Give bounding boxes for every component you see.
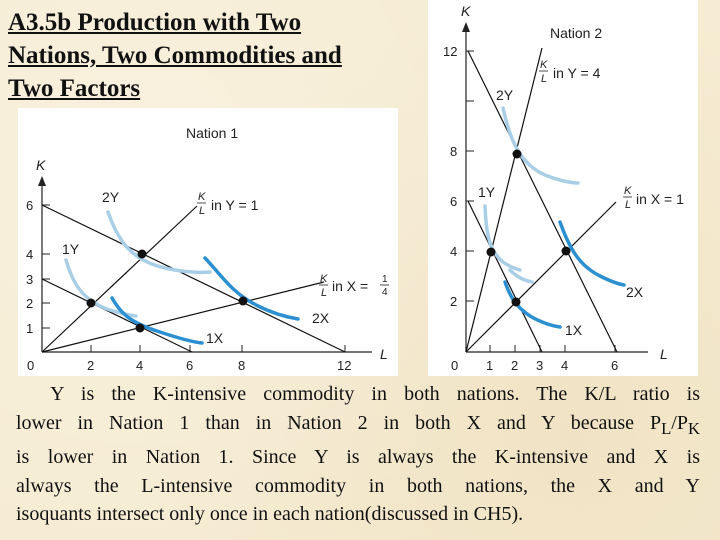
nation1-panel-background [18, 108, 398, 376]
caption-subscript: K [687, 418, 700, 438]
nation2-label-2x: 2X [626, 284, 644, 300]
nation2-label-1x: 1X [565, 322, 583, 338]
nation2-point [512, 149, 522, 159]
nation2-ray-y-label: in Y = 4 [553, 65, 601, 81]
slide-title-line: Two Factors [8, 75, 141, 102]
nation2-isocost-high [467, 50, 618, 353]
nation1-ray-y-label: in Y = 1 [211, 197, 259, 213]
nation1-isoquant-1y [64, 258, 138, 318]
nation1-ray-x-frac-den: L [321, 287, 327, 299]
slide-title: A3.5b Production with Two Nations, Two C… [8, 6, 428, 105]
caption-text: lower in Nation 1 than in Nation 2 in bo… [16, 411, 662, 434]
nation1-ray-y-frac-num: K [198, 191, 206, 203]
caption-line: Y is the K-intensive commodity in both n… [16, 380, 700, 409]
nation2-x-tick-label: 6 [611, 358, 618, 373]
caption-line: always the L-intensive commodity in both… [16, 474, 700, 497]
caption-text: Y is the K-intensive commodity in both n… [50, 383, 700, 405]
slide-caption: Y is the K-intensive commodity in both n… [16, 380, 700, 529]
nation2-y-tick-label: 8 [450, 144, 457, 159]
nation2-title: Nation 2 [550, 25, 602, 41]
nation1-x-tick-label: 0 [27, 358, 34, 373]
nation2-y-tick-label: 12 [443, 44, 457, 59]
nation1-point [135, 323, 145, 333]
nation1-isocost-low [41, 278, 193, 353]
nation2-ray-y-frac-den: L [541, 73, 547, 85]
nation2-ray-x [465, 201, 617, 353]
nation1-y-tick-label: 1 [26, 321, 33, 336]
nation2-isoquant-2x [558, 220, 626, 287]
nation1-point [137, 249, 147, 259]
nation1-label-1x: 1X [206, 330, 224, 346]
nation1-y-axis-arrow [38, 176, 46, 186]
nation2-x-tick-label: 1 [486, 358, 493, 373]
nation2-x-tick-label: 2 [511, 358, 518, 373]
nation2-y-tick-label: 2 [450, 294, 457, 309]
nation2-y-tick-label: 6 [450, 194, 457, 209]
nation1-y-tick-label: 6 [26, 198, 33, 213]
nation2-x-axis-label: L [660, 346, 668, 362]
nation2-isocost-low [467, 200, 543, 353]
slide-title-line: A3.5b Production with Two [8, 9, 302, 36]
slide-title-line: Nations, Two Commodities and [8, 42, 342, 69]
caption-line: lower in Nation 1 than in Nation 2 in bo… [16, 409, 700, 444]
nation1-point [238, 296, 248, 306]
nation1-label-2x: 2X [312, 310, 330, 326]
nation2-isoquant-2y [501, 106, 580, 185]
nation2-label-2y: 2Y [496, 87, 514, 103]
nation1-quarter-num: 1 [382, 274, 388, 285]
nation1-isoquant-2x [203, 256, 300, 321]
nation2-isoquant-1x-upper [508, 268, 534, 284]
nation1-x-tick-label: 8 [238, 358, 245, 373]
nation1-y-axis-label: K [36, 157, 46, 173]
nation2-isoquant-1x [503, 280, 562, 329]
nation1-ray-x-frac-num: K [320, 273, 328, 285]
nation2-ray-x-frac-num: K [624, 185, 632, 197]
nation2-point [511, 297, 521, 307]
nation1-ray-y [41, 205, 198, 353]
nation1-label-2y: 2Y [102, 189, 120, 205]
nation2-ray-x-frac-den: L [625, 199, 631, 211]
nation1-x-tick-label: 4 [136, 358, 143, 373]
nation1-y-tick-label: 2 [26, 296, 33, 311]
nation2-y-axis-arrow [462, 22, 470, 32]
caption-line: isoquants intersect only once in each na… [16, 503, 524, 525]
nation2-panel-background [428, 0, 698, 376]
nation1-title: Nation 1 [186, 125, 238, 141]
nation1-x-tick-label: 12 [337, 358, 351, 373]
nation2-ray-y-frac-num: K [540, 59, 548, 71]
nation1-isocost-high [41, 204, 346, 353]
nation1-ray-x-label: in X = [332, 278, 368, 294]
nation2-x-tick-label: 4 [561, 358, 568, 373]
nation1-ray-y-frac-den: L [199, 205, 205, 217]
nation2-chart: Nation 2 K L 12 8 6 4 2 0 1 2 3 4 6 [443, 3, 684, 373]
nation2-ray-x-label: in X = 1 [636, 191, 684, 207]
caption-subscript: L [661, 418, 672, 438]
nation1-x-axis-label: L [380, 346, 388, 362]
nation2-y-tick-label: 4 [450, 244, 457, 259]
nation1-y-tick-label: 4 [26, 247, 33, 262]
nation2-x-tick-label: 0 [451, 358, 458, 373]
nation2-y-axis-label: K [461, 3, 471, 19]
caption-text: /P [671, 411, 688, 434]
nation1-y-tick-label: 3 [26, 272, 33, 287]
nation1-isoquant-2y [106, 210, 212, 275]
nation1-x-tick-label: 2 [87, 358, 94, 373]
nation2-label-1y: 1Y [478, 184, 496, 200]
caption-line: is lower in Nation 1. Since Y is always … [16, 446, 700, 468]
production-diagram: Nation 1 K L 6 4 3 2 1 0 2 4 6 8 12 [18, 0, 698, 376]
nation2-ray-y [465, 47, 543, 353]
nation1-isoquant-1x [110, 296, 204, 345]
nation1-x-tick-label: 6 [186, 358, 193, 373]
nation2-point [486, 247, 496, 257]
nation1-ray-x [41, 281, 325, 353]
nation1-label-1y: 1Y [62, 241, 80, 257]
nation1-chart: Nation 1 K L 6 4 3 2 1 0 2 4 6 8 12 [26, 125, 389, 373]
nation1-point [86, 298, 96, 308]
nation1-quarter-den: 4 [382, 287, 388, 298]
nation2-x-tick-label: 3 [536, 358, 543, 373]
nation2-isoquant-1y [483, 204, 522, 272]
nation2-point [561, 246, 571, 256]
